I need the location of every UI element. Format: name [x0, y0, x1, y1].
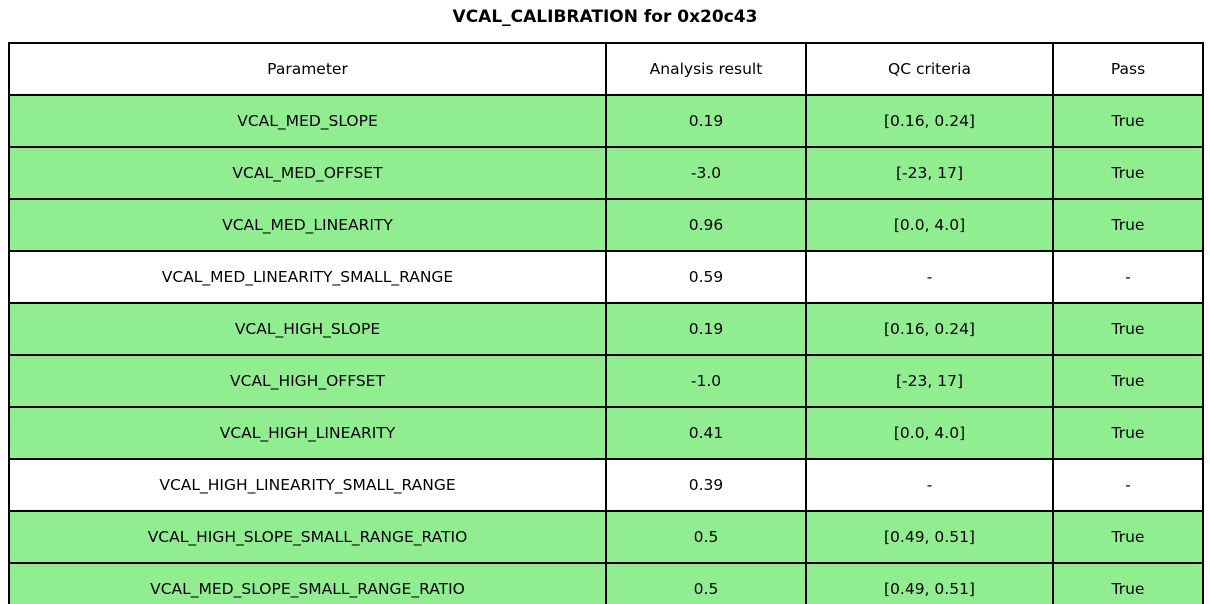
pass-cell: True: [1052, 562, 1204, 604]
analysis-result-cell: -1.0: [605, 354, 807, 408]
parameter-cell: VCAL_MED_SLOPE_SMALL_RANGE_RATIO: [8, 562, 607, 604]
qc-criteria-cell: [0.49, 0.51]: [805, 562, 1054, 604]
pass-cell: -: [1052, 458, 1204, 512]
parameter-cell: VCAL_MED_LINEARITY: [8, 198, 607, 252]
table-row: VCAL_HIGH_LINEARITY 0.41 [0.0, 4.0] True: [8, 406, 1204, 460]
table-row: VCAL_MED_SLOPE 0.19 [0.16, 0.24] True: [8, 94, 1204, 148]
qc-criteria-cell: [-23, 17]: [805, 354, 1054, 408]
table-row: VCAL_MED_OFFSET -3.0 [-23, 17] True: [8, 146, 1204, 200]
table-row: VCAL_MED_LINEARITY_SMALL_RANGE 0.59- -: [8, 250, 1204, 304]
column-header-analysis-result: Analysis result: [605, 42, 807, 96]
analysis-result-cell: 0.5: [605, 562, 807, 604]
table-row: VCAL_HIGH_OFFSET -1.0 [-23, 17] True: [8, 354, 1204, 408]
parameter-cell: VCAL_HIGH_SLOPE_SMALL_RANGE_RATIO: [8, 510, 607, 564]
parameter-cell: VCAL_HIGH_OFFSET: [8, 354, 607, 408]
analysis-result-cell: 0.41: [605, 406, 807, 460]
pass-cell: -: [1052, 250, 1204, 304]
table-row: VCAL_HIGH_SLOPE_SMALL_RANGE_RATIO 0.5 [0.4…: [8, 510, 1204, 564]
pass-cell: True: [1052, 354, 1204, 408]
table-row: VCAL_MED_LINEARITY 0.96 [0.0, 4.0] True: [8, 198, 1204, 252]
analysis-result-cell: -3.0: [605, 146, 807, 200]
pass-cell: True: [1052, 510, 1204, 564]
qc-results-table: Parameter Analysis result QC criteria Pa…: [8, 42, 1204, 604]
pass-cell: True: [1052, 198, 1204, 252]
qc-criteria-cell: [0.16, 0.24]: [805, 302, 1054, 356]
column-header-pass: Pass: [1052, 42, 1204, 96]
pass-cell: True: [1052, 94, 1204, 148]
analysis-result-cell: 0.5: [605, 510, 807, 564]
analysis-result-cell: 0.39: [605, 458, 807, 512]
parameter-cell: VCAL_HIGH_LINEARITY: [8, 406, 607, 460]
qc-criteria-cell: [-23, 17]: [805, 146, 1054, 200]
table-row: VCAL_HIGH_LINEARITY_SMALL_RANGE 0.39- -: [8, 458, 1204, 512]
table-row: VCAL_MED_SLOPE_SMALL_RANGE_RATIO 0.5 [0.49…: [8, 562, 1204, 604]
pass-cell: True: [1052, 146, 1204, 200]
parameter-cell: VCAL_MED_OFFSET: [8, 146, 607, 200]
table-row: VCAL_HIGH_SLOPE 0.19 [0.16, 0.24] True: [8, 302, 1204, 356]
qc-criteria-cell: [0.16, 0.24]: [805, 94, 1054, 148]
figure-title: VCAL_CALIBRATION for 0x20c43: [452, 7, 758, 27]
pass-cell: True: [1052, 406, 1204, 460]
analysis-result-cell: 0.96: [605, 198, 807, 252]
analysis-result-cell: 0.19: [605, 94, 807, 148]
parameter-cell: VCAL_MED_LINEARITY_SMALL_RANGE: [8, 250, 607, 304]
analysis-result-cell: 0.19: [605, 302, 807, 356]
parameter-cell: VCAL_MED_SLOPE: [8, 94, 607, 148]
table-body: VCAL_MED_SLOPE 0.19 [0.16, 0.24] True VCAL_M…: [8, 94, 1204, 604]
analysis-result-cell: 0.59: [605, 250, 807, 304]
column-header-parameter: Parameter: [8, 42, 607, 96]
qc-criteria-cell: -: [805, 250, 1054, 304]
column-header-qc-criteria: QC criteria: [805, 42, 1054, 96]
qc-criteria-cell: [0.49, 0.51]: [805, 510, 1054, 564]
qc-criteria-cell: -: [805, 458, 1054, 512]
pass-cell: True: [1052, 302, 1204, 356]
qc-criteria-cell: [0.0, 4.0]: [805, 406, 1054, 460]
qc-criteria-cell: [0.0, 4.0]: [805, 198, 1054, 252]
table-header-row: Parameter Analysis result QC criteria Pa…: [8, 42, 1204, 96]
parameter-cell: VCAL_HIGH_SLOPE: [8, 302, 607, 356]
parameter-cell: VCAL_HIGH_LINEARITY_SMALL_RANGE: [8, 458, 607, 512]
